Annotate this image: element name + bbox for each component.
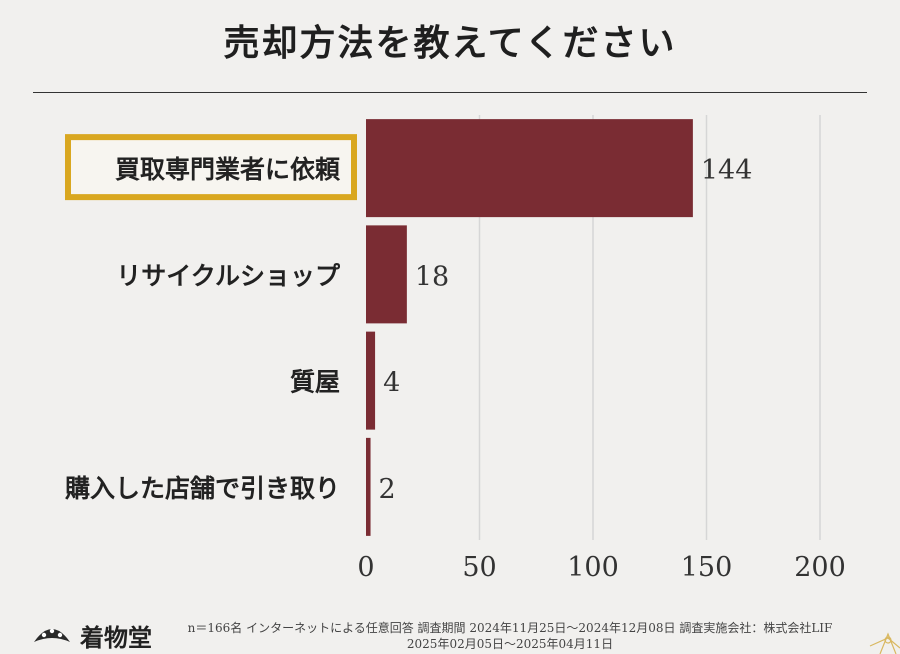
bar [366,225,407,324]
value-label: 144 [701,155,753,186]
value-label: 2 [379,474,396,505]
x-tick-label: 0 [357,552,374,583]
category-label: リサイクルショップ [116,261,341,290]
x-tick-label: 150 [681,552,733,583]
x-tick-label: 100 [567,552,619,583]
bar [366,437,371,536]
bar-chart: 買取専門業者に依頼 144 リサイクルショップ 18 質屋 4 購入した店舗で引き取り 2 0 5… [65,115,846,583]
survey-note: n＝166名 インターネットによる任意回答 調査期間 2024年11月25日〜2… [170,620,850,652]
value-label: 18 [415,261,449,292]
category-label: 買取専門業者に依頼 [115,155,341,184]
page-title: 売却方法を教えてください [223,22,677,64]
flower-ornament-icon [869,632,900,654]
brand-name: 着物堂 [80,623,152,652]
title-divider [33,92,867,93]
bar [366,119,693,218]
survey-note-line1: n＝166名 インターネットによる任意回答 調査期間 2024年11月25日〜2… [187,621,833,635]
bar [366,331,376,430]
survey-note-line2: 2025年02月05日〜2025年04月11日 [406,637,614,651]
value-label: 4 [383,368,400,399]
category-label: 購入した店舗で引き取り [65,474,340,503]
category-label: 質屋 [290,368,340,397]
x-tick-label: 50 [462,552,496,583]
highlight-box [65,134,357,201]
x-tick-label: 200 [794,552,846,583]
fan-icon [34,628,70,642]
brand-logo: 着物堂 [32,618,172,652]
